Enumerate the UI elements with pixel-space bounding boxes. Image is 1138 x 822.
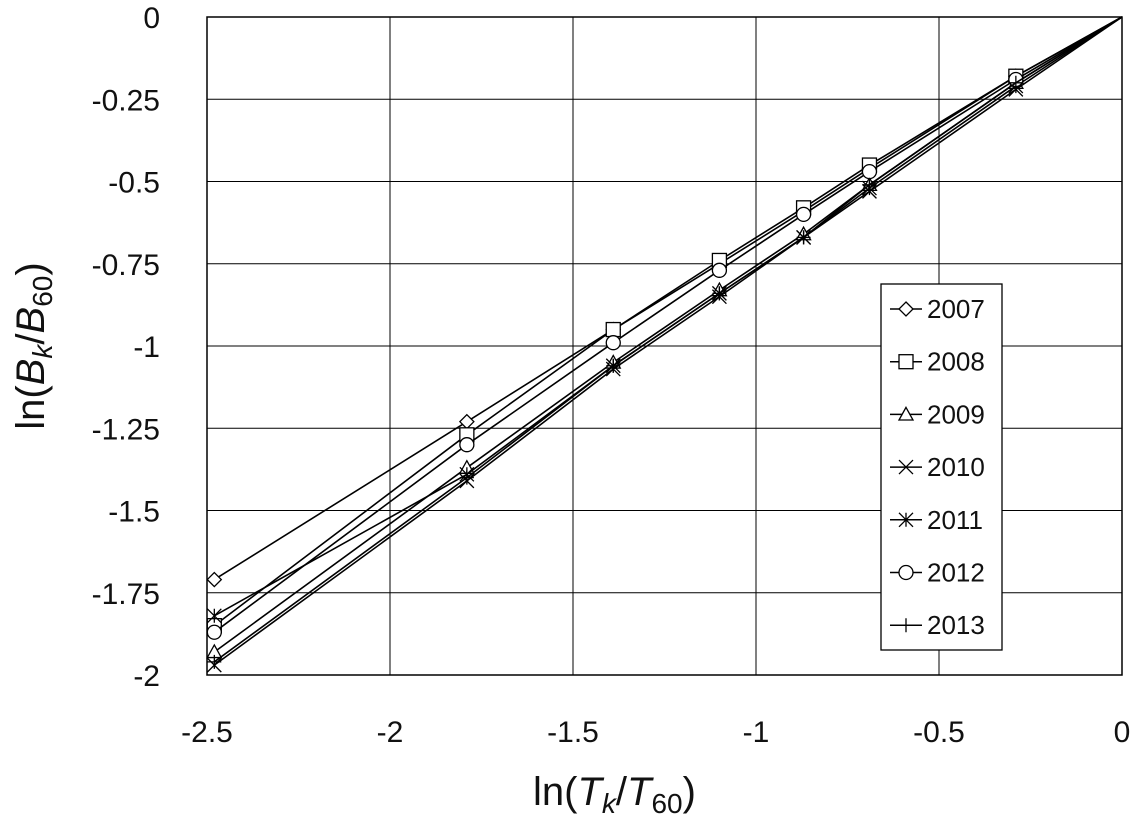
axis-label-part: 60 [651,788,682,819]
series-line-2010 [213,16,1123,666]
axis-label-part: ) [9,262,53,275]
data-point-2013 [606,358,621,373]
legend-label: 2010 [927,452,985,482]
legend-item-2011: 2011 [890,505,983,535]
axis-label-part: ln( [9,385,53,430]
data-point-2012 [206,624,222,640]
legend-item-2009: 2009 [890,399,985,429]
x-tick-label: -2.5 [181,716,233,749]
data-point-2013 [712,286,727,301]
axis-label-part: ln( [533,770,578,814]
legend-label: 2012 [927,558,985,588]
x-axis-label: ln(Tk/T60) [533,770,696,819]
series-2012 [206,16,1123,640]
axis-label-part: T [627,770,654,814]
series-line-2012 [213,16,1123,633]
data-point-2012 [795,206,812,223]
data-point-2008 [605,321,621,338]
legend-marker-2008 [898,354,914,370]
legend-label: 2011 [927,505,983,535]
legend-item-2010: 2010 [890,452,985,482]
data-point-2011 [206,608,222,624]
data-point-2012 [459,437,475,453]
axis-label-part: / [616,770,628,814]
x-tick-label: -2 [377,716,404,749]
data-point-2013 [862,177,877,192]
x-tick-label: -1 [743,716,770,749]
series-2013 [207,16,1123,669]
legend-marker-2007 [898,301,914,317]
legend-label: 2007 [927,294,985,324]
legend-label: 2008 [927,347,985,377]
y-axis-label: ln(Bk/B60) [9,262,58,429]
data-point-2013 [207,654,222,669]
legend-item-2008: 2008 [890,347,985,377]
data-point-2013 [1008,75,1023,90]
axis-label-part: B [9,307,53,334]
x-tick-label: -1.5 [547,716,599,749]
legend: 2007 2008 2009 2010 2011 2012 2013 [880,283,1003,651]
series-line-2008 [213,16,1123,627]
plot-area [206,16,1123,676]
series-layer [206,16,1123,673]
axis-label-part: B [9,359,53,386]
legend-marker-2013 [899,618,913,633]
y-tick-label: -1.75 [92,578,160,611]
y-tick-label: -1.25 [92,413,160,446]
y-tick-label: -2 [133,660,160,693]
y-tick-labels: 0 -0.25 -0.5 -0.75 -1 -1.25 -1.5 -1.75 -2 [92,2,160,693]
axis-label-part: / [9,333,53,345]
legend-label: 2009 [927,399,985,429]
legend-marker-2010 [898,459,914,475]
axis-label-part: k [602,788,618,819]
y-tick-label: -0.75 [92,249,160,282]
y-tick-label: -0.25 [92,84,160,117]
y-tick-label: 0 [143,2,160,35]
data-point-2012 [711,262,728,278]
series-line-2013 [213,16,1123,663]
legend-label: 2013 [927,610,985,640]
y-tick-label: -1.5 [108,496,160,529]
legend-marker-2009 [897,406,915,421]
data-point-2013 [459,470,474,485]
y-tick-label: -0.5 [108,167,160,200]
data-point-2012 [605,335,621,351]
legend-item-2013: 2013 [890,610,985,640]
axis-label-part: T [577,770,604,814]
axis-label-part: k [27,343,58,359]
x-tick-labels: -2.5 -2 -1.5 -1 -0.5 0 [181,716,1130,749]
data-point-2013 [796,230,811,245]
data-point-2007 [206,571,223,588]
legend-item-2012: 2012 [890,558,985,588]
legend-marker-2012 [898,564,914,581]
data-point-2012 [861,163,878,180]
legend-item-2007: 2007 [890,294,985,324]
legend-marker-2011 [898,512,914,528]
axis-label-part: ) [683,770,696,814]
x-tick-label: 0 [1114,716,1131,749]
y-tick-label: -1 [133,331,160,364]
x-tick-label: -0.5 [913,716,965,749]
axis-label-part: 60 [27,276,58,307]
